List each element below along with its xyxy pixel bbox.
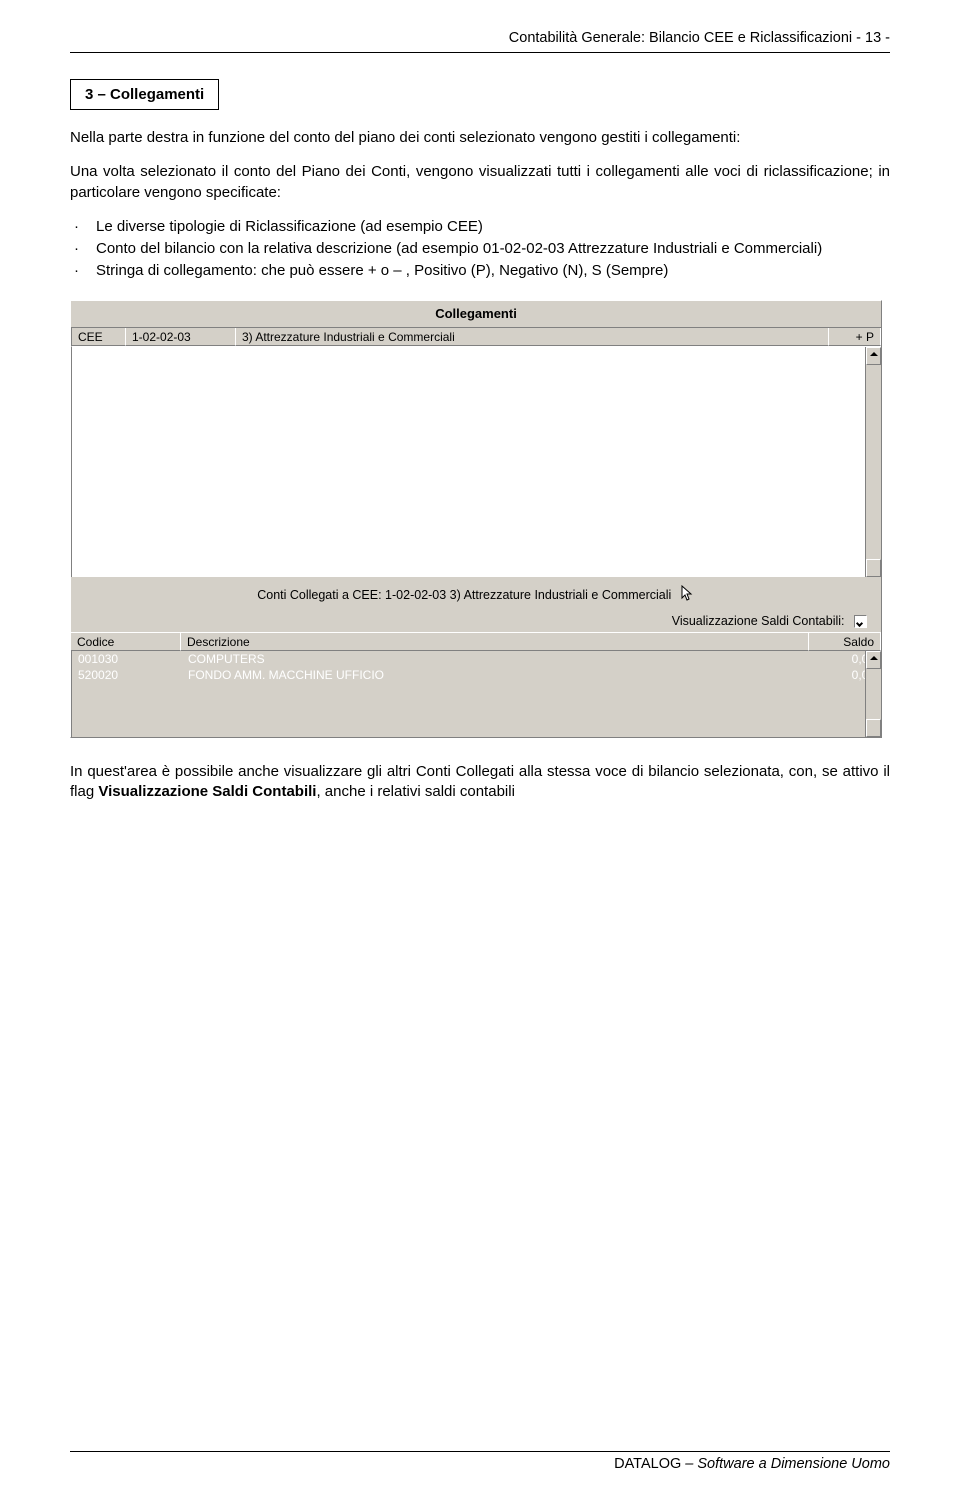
bullet-item: ·Le diverse tipologie di Riclassificazio… — [74, 217, 890, 237]
col-saldo: Saldo — [809, 633, 881, 651]
saldi-checkbox[interactable] — [854, 615, 867, 628]
bullet-item: ·Stringa di collegamento: che può essere… — [74, 261, 890, 281]
footer-rule — [70, 1451, 890, 1452]
col-codice: Codice — [71, 633, 181, 651]
header-rule — [70, 52, 890, 53]
saldi-label: Visualizzazione Saldi Contabili: — [672, 614, 845, 628]
scroll-up-icon[interactable] — [870, 656, 878, 660]
linked-accounts-label: Conti Collegati a CEE: 1-02-02-03 3) Att… — [79, 585, 873, 606]
mid-panel: Conti Collegati a CEE: 1-02-02-03 3) Att… — [71, 577, 881, 632]
scrollbar-vertical[interactable] — [865, 347, 881, 577]
bold-flag-name: Visualizzazione Saldi Contabili — [98, 783, 316, 800]
bullet-list: ·Le diverse tipologie di Riclassificazio… — [70, 217, 890, 282]
col-descrizione: Descrizione — [181, 633, 809, 651]
saldi-toggle-row: Visualizzazione Saldi Contabili: — [79, 614, 873, 628]
footer-tagline: – Software a Dimensione Uomo — [685, 1456, 890, 1472]
scroll-down-icon[interactable] — [870, 728, 878, 732]
closing-paragraph: In quest'area è possibile anche visualiz… — [70, 762, 890, 803]
col-code: 1-02-02-03 — [126, 328, 236, 346]
collegamenti-grid-body[interactable] — [71, 347, 881, 577]
scrollbar-vertical[interactable] — [865, 651, 881, 737]
col-desc: 3) Attrezzature Industriali e Commercial… — [236, 328, 829, 346]
intro-paragraph: Nella parte destra in funzione del conto… — [70, 128, 890, 148]
scroll-down-icon[interactable] — [870, 568, 878, 572]
lead-paragraph: Una volta selezionato il conto del Piano… — [70, 162, 890, 203]
table-row[interactable]: 001030 COMPUTERS 0,00 — [72, 651, 881, 667]
page-header: Contabilità Generale: Bilancio CEE e Ric… — [70, 30, 890, 46]
col-flag: + P — [829, 328, 881, 346]
page-footer: DATALOG – Software a Dimensione Uomo — [70, 1451, 890, 1472]
window-title: Collegamenti — [71, 301, 881, 327]
cursor-icon — [681, 585, 695, 606]
bullet-item: ·Conto del bilancio con la relativa desc… — [74, 239, 890, 259]
scroll-up-icon[interactable] — [870, 352, 878, 356]
conti-grid-header: Codice Descrizione Saldo — [71, 632, 881, 651]
table-row[interactable]: 520020 FONDO AMM. MACCHINE UFFICIO 0,00 — [72, 667, 881, 683]
section-title-box: 3 – Collegamenti — [70, 79, 219, 110]
collegamenti-grid-header: CEE 1-02-02-03 3) Attrezzature Industria… — [71, 327, 881, 347]
app-window: Collegamenti CEE 1-02-02-03 3) Attrezzat… — [70, 300, 882, 738]
conti-grid-body[interactable]: 001030 COMPUTERS 0,00 520020 FONDO AMM. … — [71, 651, 881, 737]
col-cee: CEE — [72, 328, 126, 346]
footer-brand: DATALOG — [614, 1456, 681, 1472]
